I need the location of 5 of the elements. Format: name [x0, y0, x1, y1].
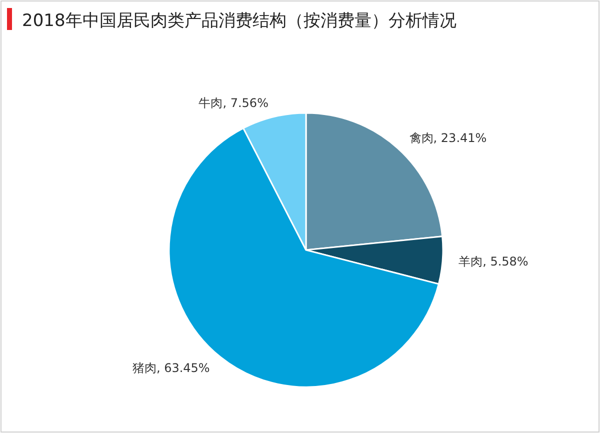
- chart-title: 2018年中国居民肉类产品消费结构（按消费量）分析情况: [22, 11, 456, 31]
- slice-label: 牛肉, 7.56%: [198, 96, 268, 110]
- slice-label: 羊肉, 5.58%: [458, 254, 528, 268]
- slice-label: 禽肉, 23.41%: [409, 131, 487, 146]
- slice-label: 猪肉, 63.45%: [132, 361, 210, 376]
